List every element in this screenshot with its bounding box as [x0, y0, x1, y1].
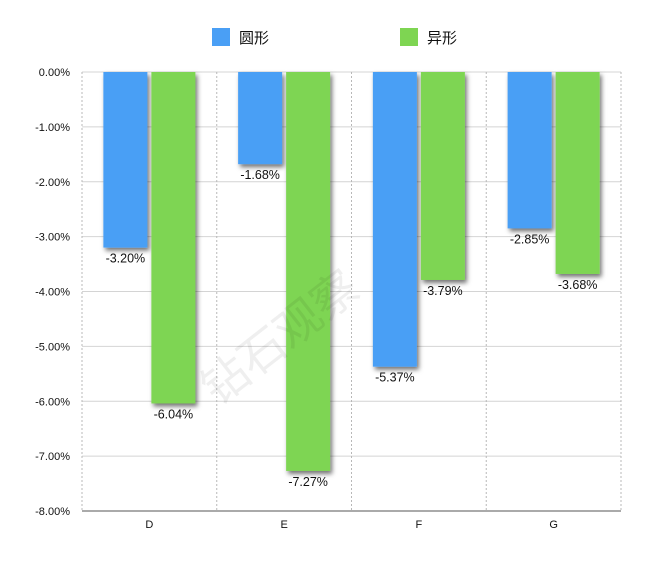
data-label: -1.68% [240, 168, 280, 182]
data-label: -3.79% [423, 284, 463, 298]
bar-series2-F [420, 72, 465, 280]
data-labels: -3.20% -6.04% -1.68% -7.27% -5.37% -3.79% -2.8… [106, 168, 598, 489]
y-tick-label: -8.00% [35, 506, 70, 518]
y-tick-label: -4.00% [35, 287, 70, 299]
bar-series2-E [286, 72, 331, 471]
data-label: -6.04% [154, 407, 194, 421]
legend-label: 圆形 [239, 29, 269, 47]
x-tick-label: F [416, 519, 423, 531]
legend-swatch [400, 28, 418, 46]
y-tick-label: -5.00% [35, 341, 70, 353]
legend-swatch [212, 28, 230, 46]
y-tick-label: 0.00% [39, 67, 70, 79]
bar-series2-G [555, 72, 600, 274]
x-tick-label: D [145, 519, 153, 531]
data-label: -3.20% [106, 252, 146, 266]
x-axis: D E F G [82, 510, 621, 531]
data-label: -3.68% [558, 278, 598, 292]
data-label: -2.85% [510, 232, 550, 246]
y-tick-label: -6.00% [35, 396, 70, 408]
bar-series1-G [507, 72, 552, 229]
data-label: -7.27% [288, 475, 328, 489]
x-tick-label: E [280, 519, 287, 531]
y-tick-label: -2.00% [35, 177, 70, 189]
watermark: 钻石观察 [191, 259, 369, 415]
data-label: -5.37% [375, 371, 415, 385]
x-tick-label: G [549, 519, 558, 531]
legend-label: 异形 [427, 29, 457, 47]
bars [103, 72, 600, 471]
legend: 圆形 异形 [212, 28, 457, 47]
bar-series2-D [151, 72, 196, 404]
bar-series1-F [372, 72, 417, 367]
bar-series1-D [103, 72, 148, 248]
y-tick-label: -1.00% [35, 122, 70, 134]
y-axis: 0.00% -1.00% -2.00% -3.00% -4.00% -5.00% -6.00… [35, 67, 70, 518]
y-tick-label: -7.00% [35, 451, 70, 463]
bar-series1-E [238, 72, 283, 165]
y-tick-label: -3.00% [35, 232, 70, 244]
